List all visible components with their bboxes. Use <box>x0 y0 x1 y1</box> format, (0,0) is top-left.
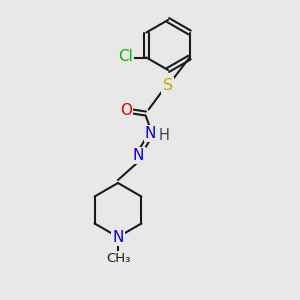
Text: H: H <box>158 128 169 143</box>
Text: S: S <box>163 78 173 93</box>
Text: N: N <box>133 148 144 163</box>
Text: O: O <box>120 103 132 118</box>
Text: CH₃: CH₃ <box>106 253 130 266</box>
Text: N: N <box>145 126 156 141</box>
Text: Cl: Cl <box>118 49 133 64</box>
Text: N: N <box>112 230 124 244</box>
